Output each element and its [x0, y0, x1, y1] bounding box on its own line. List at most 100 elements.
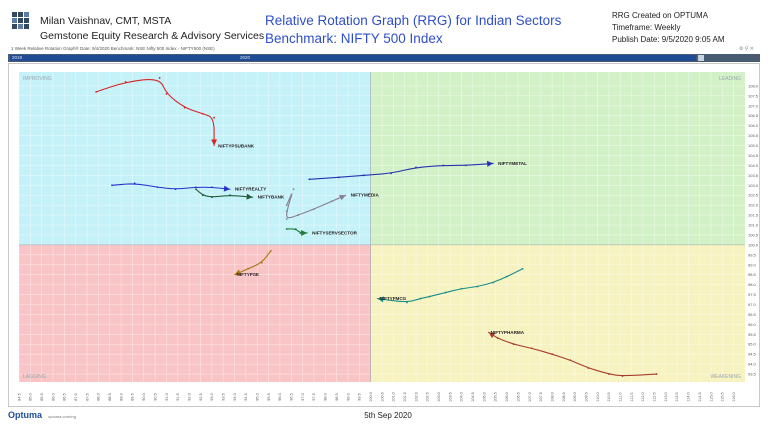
timeline-window[interactable] [10, 55, 696, 61]
series-point [496, 337, 499, 340]
x-tick-label: 94.5 [244, 393, 248, 400]
y-tick-label: 95.5 [748, 332, 757, 337]
x-tick-label: 92.0 [187, 393, 191, 400]
series-point [442, 164, 445, 167]
series-point [607, 373, 610, 375]
y-tick-label: 105.5 [748, 133, 759, 138]
report-meta: RRG Created on OPTUMA Timeframe: Weekly … [612, 10, 725, 46]
x-tick-label: 90.5 [153, 393, 157, 400]
series-label: NIFTYMEDIA [351, 193, 380, 198]
series-point [195, 188, 197, 191]
x-tick-label: 92.5 [199, 393, 203, 400]
author-block: Milan Vaishnav, CMT, MSTA Gemstone Equit… [40, 14, 264, 44]
series-point [460, 287, 463, 290]
x-tick-label: 109.0 [573, 392, 577, 402]
x-tick-label: 96.5 [290, 393, 294, 400]
y-tick-label: 106.5 [748, 113, 759, 118]
x-tick-label: 91.0 [165, 393, 169, 400]
x-tick-label: 89.5 [131, 393, 135, 400]
series-point [133, 182, 136, 185]
series-point [569, 359, 572, 362]
y-tick-label: 104.5 [748, 153, 759, 158]
x-tick-label: 90.0 [142, 393, 146, 400]
x-tick-label: 114.0 [687, 392, 691, 401]
series-point [247, 267, 250, 270]
series-line [308, 162, 494, 180]
x-tick-label: 95.5 [267, 393, 271, 400]
series-point [655, 373, 658, 375]
x-tick-label: 84.5 [17, 393, 21, 400]
series-point [201, 194, 204, 197]
x-tick-label: 114.5 [698, 392, 702, 401]
x-tick-label: 106.5 [516, 392, 520, 402]
series-arrowhead [246, 193, 253, 200]
series-point [260, 261, 263, 264]
x-tick-label: 88.5 [108, 393, 112, 400]
series-arrowhead [339, 194, 346, 201]
series-point [551, 353, 554, 356]
company-name: Gemstone Equity Research & Advisory Serv… [40, 30, 265, 42]
y-tick-label: 107.5 [748, 93, 759, 98]
series-arrowhead [211, 139, 218, 146]
y-tick-label: 98.5 [748, 272, 757, 277]
timeline-handle[interactable] [698, 55, 704, 61]
series-point [111, 184, 113, 187]
series-point [213, 116, 216, 119]
y-tick-label: 102.0 [748, 203, 759, 208]
series-arrowhead [488, 332, 496, 339]
x-tick-label: 94.0 [233, 393, 237, 400]
x-tick-label: 113.0 [664, 392, 668, 401]
series-point [183, 106, 186, 109]
x-tick-label: 97.5 [312, 393, 316, 400]
x-tick-label: 95.0 [256, 393, 260, 400]
x-tick-label: 115.0 [709, 392, 713, 401]
series-line [233, 250, 272, 276]
series-point [362, 174, 365, 177]
series-point [465, 164, 467, 167]
x-tick-label: 86.0 [51, 393, 55, 400]
x-tick-label: 103.0 [437, 392, 441, 402]
series-line [195, 188, 254, 198]
x-tick-label: 102.0 [414, 392, 418, 402]
x-tick-label: 85.0 [29, 393, 33, 400]
series-line [111, 183, 231, 190]
series-point [406, 301, 408, 304]
quadrant-lagging [19, 244, 371, 382]
series-point [415, 166, 417, 169]
series-point [444, 291, 447, 294]
x-tick-label: 89.0 [119, 393, 123, 400]
series-point [124, 81, 127, 83]
series-arrowhead [377, 296, 384, 303]
y-tick-label: 107.0 [748, 103, 759, 108]
timeline-slider[interactable]: 2019 2020 [8, 54, 760, 62]
x-tick-label: 106.0 [505, 392, 509, 402]
timeline-label-start: 2019 [12, 55, 23, 60]
meta-created: RRG Created on OPTUMA [612, 11, 709, 20]
series-point [95, 90, 98, 93]
x-tick-label: 98.0 [324, 393, 328, 400]
series-point [419, 297, 422, 300]
rrg-plot-area: IMPROVING LEADING LAGGING WEAKENING 84.5 85.0… [8, 63, 760, 407]
series-point [210, 186, 213, 189]
y-tick-label: 98.0 [748, 282, 757, 287]
optuma-url: optuma.com/rrg [48, 414, 77, 419]
series-point [285, 204, 288, 207]
close-icon[interactable]: ✕ [749, 46, 754, 52]
series-point [294, 228, 297, 230]
y-tick-label: 101.0 [748, 223, 759, 228]
series-point [476, 285, 479, 288]
x-tick-label: 101.5 [403, 392, 407, 402]
x-tick-label: 111.0 [619, 393, 623, 402]
title-line-2: Benchmark: NIFTY 500 Index [265, 31, 443, 46]
series-point [297, 214, 299, 216]
series-point [285, 228, 288, 230]
series-line [95, 79, 215, 147]
series-label: NIFTYPSE [237, 272, 259, 277]
series-point [174, 188, 177, 191]
series-arrowhead [223, 185, 230, 192]
settings-icon[interactable]: ⚙ [738, 46, 744, 52]
series-point [156, 186, 159, 189]
link-icon[interactable]: ⚲ [744, 46, 749, 52]
y-tick-label: 106.0 [748, 123, 759, 128]
footer-date: 5th Sep 2020 [364, 411, 412, 420]
